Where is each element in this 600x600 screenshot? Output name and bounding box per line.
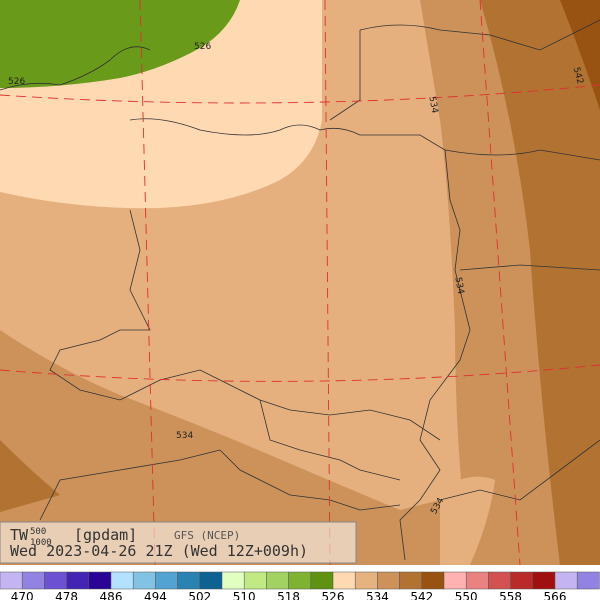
contour-label: 526 [194, 42, 211, 52]
colorbar-swatch [377, 571, 400, 590]
colorbar-label: 478 [55, 590, 78, 600]
legend-unit: [gpdam] [74, 526, 137, 544]
legend-model: GFS (NCEP) [174, 529, 240, 542]
graticule-line [324, 0, 331, 566]
graticule-line [139, 0, 156, 566]
legend-time: Wed 2023-04-26 21Z (Wed 12Z+009h) [10, 542, 308, 560]
border-line [0, 46, 471, 561]
colorbar-swatch [332, 571, 356, 590]
colorbar-swatch [155, 571, 178, 590]
colorbar-swatch [44, 571, 67, 590]
colorbar-label: 534 [366, 590, 389, 600]
field-542-east [480, 0, 600, 565]
graticule-line [0, 84, 600, 104]
field-542-west [0, 440, 60, 512]
border-line [39, 209, 441, 521]
colorbar-swatch [66, 571, 90, 590]
borders [0, 19, 600, 561]
colorbar-swatch [199, 571, 223, 590]
colorbar-label: 558 [499, 590, 522, 600]
colorbar-swatch [488, 571, 511, 590]
contour-label: 534 [176, 431, 193, 441]
legend-box: TW 500 1000 [gpdam] GFS (NCEP) Wed 2023-… [0, 521, 357, 564]
colorbar-swatch [421, 571, 445, 590]
colorbar-swatch [243, 571, 267, 590]
colorbar-swatch [0, 571, 23, 590]
graticule-line [479, 0, 521, 566]
colorbar-swatch [554, 571, 578, 590]
contour-label: 534 [426, 96, 439, 115]
colorbar-swatch [399, 571, 423, 590]
colorbar-swatch [88, 571, 112, 590]
legend-variable: TW [10, 526, 29, 544]
field-546 [560, 0, 600, 110]
colorbar-swatch [310, 571, 334, 590]
graticule-line [0, 364, 600, 382]
colorbar-label: 502 [188, 590, 211, 600]
colorbar-swatch [576, 571, 600, 590]
colorbar-swatch [21, 571, 45, 590]
colorbar-swatch [110, 571, 134, 590]
colorbar-swatch [443, 571, 467, 590]
colorbar-label: 566 [544, 590, 567, 600]
legend-superscript: 500 [30, 527, 46, 537]
contour-label: 526 [8, 77, 25, 87]
colorbar-label: 550 [455, 590, 478, 600]
border-line [329, 19, 600, 271]
colorbar-swatch [532, 571, 556, 590]
colorbar-swatch [132, 571, 156, 590]
contour-label: 542 [571, 66, 585, 85]
colorbar-swatch [177, 571, 201, 590]
colorbar-swatch [465, 571, 489, 590]
colorbar-label: 526 [322, 590, 345, 600]
colorbar: 470 478 486 494 502 510 518 526 534 542 550 558 566 [0, 571, 600, 600]
colorbar-label: 518 [277, 590, 300, 600]
contour-label: 534 [452, 276, 465, 295]
map-fields [0, 0, 600, 565]
colorbar-swatch [288, 571, 312, 590]
colorbar-label: 470 [11, 590, 34, 600]
colorbar-swatch [221, 571, 245, 590]
colorbar-label: 494 [144, 590, 167, 600]
graticule [0, 0, 600, 566]
legend-subscript: 1000 [30, 538, 52, 548]
colorbar-label: 510 [233, 590, 256, 600]
field-534-south [440, 476, 495, 565]
field-538-west [0, 330, 440, 565]
colorbar-label: 486 [100, 590, 123, 600]
colorbar-swatch [510, 571, 534, 590]
colorbar-swatch [354, 571, 378, 590]
legend-background [0, 521, 357, 564]
colorbar-swatch [266, 571, 289, 590]
border-line [439, 439, 600, 501]
colorbar-label: 542 [410, 590, 433, 600]
field-518 [0, 0, 240, 88]
